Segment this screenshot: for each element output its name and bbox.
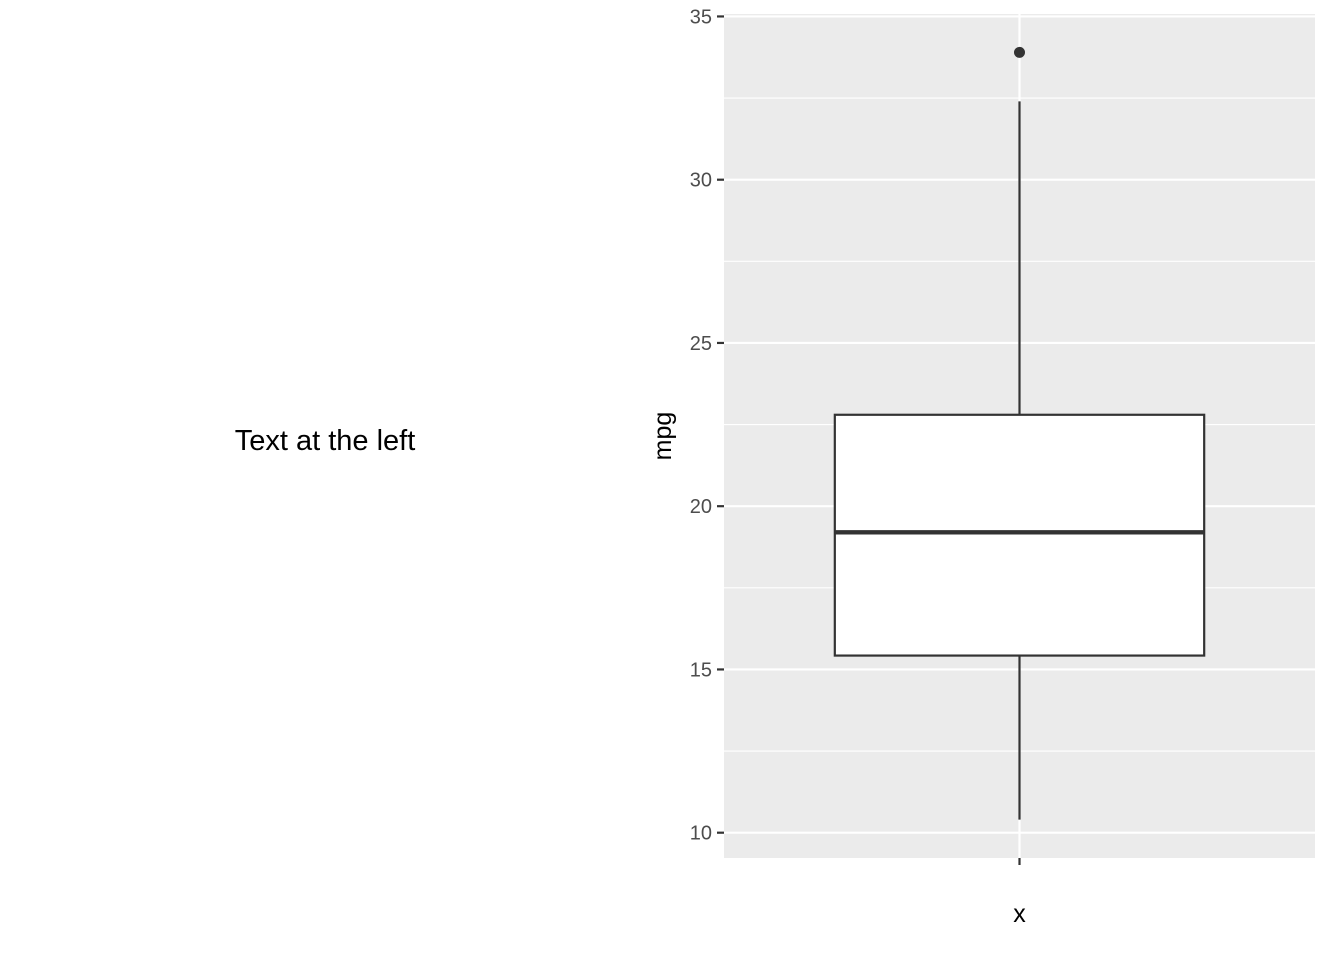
y-axis-title: mpg [649, 412, 677, 461]
y-tick-label: 15 [690, 659, 712, 681]
iqr-box [833, 413, 1206, 657]
left-text: Text at the left [234, 425, 416, 457]
y-tick-label: 25 [690, 333, 712, 355]
x-axis-title: x [1013, 900, 1026, 928]
y-tick-label: 35 [690, 6, 712, 28]
y-tick-label: 10 [690, 823, 712, 845]
box-layer [833, 46, 1206, 820]
y-axis: 10 15 20 25 30 35 [690, 6, 724, 845]
y-tick-label: 20 [690, 496, 712, 518]
outlier-point [1014, 46, 1025, 58]
y-tick-label: 30 [690, 170, 712, 192]
